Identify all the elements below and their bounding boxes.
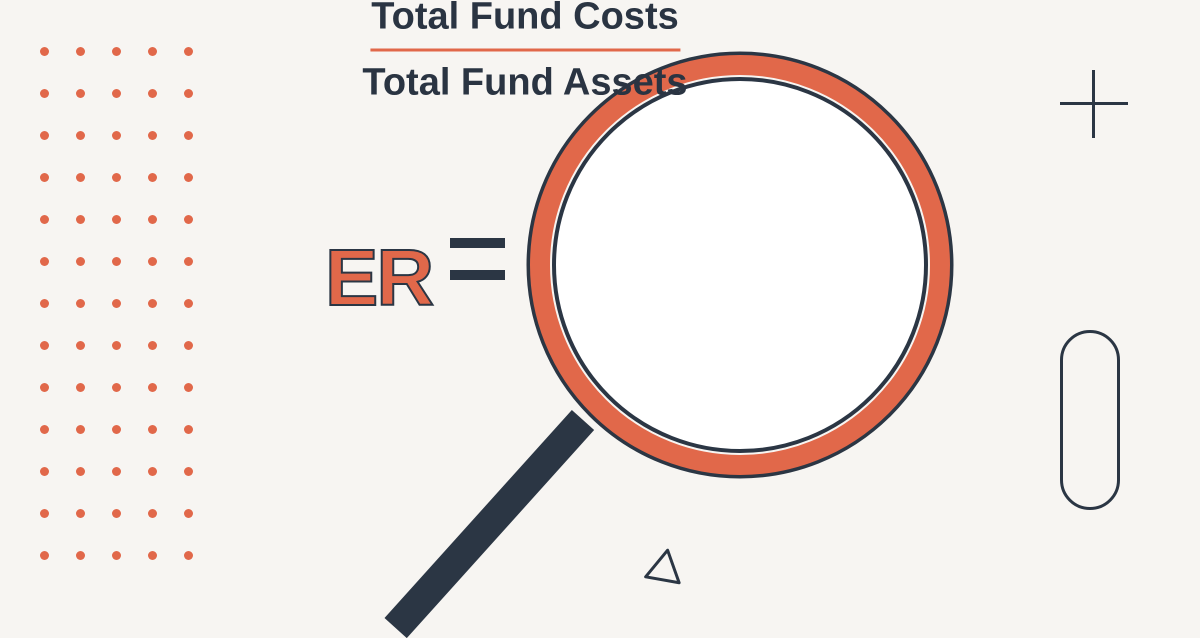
dot-grid [40,30,220,576]
dot [76,299,85,308]
dot [112,467,121,476]
dot [184,47,193,56]
dot [148,215,157,224]
dot [76,425,85,434]
dot [76,257,85,266]
dot [184,383,193,392]
dot [112,173,121,182]
dot [40,173,49,182]
dot [184,215,193,224]
dot [184,299,193,308]
dot [40,215,49,224]
fraction-line [370,49,680,52]
dot [184,467,193,476]
dot [76,467,85,476]
dot [40,467,49,476]
dot [112,551,121,560]
dot [184,341,193,350]
plus-icon [1060,70,1128,138]
dot [40,341,49,350]
formula-lhs: ER [325,232,432,324]
dot [112,425,121,434]
dot [40,509,49,518]
dot [148,299,157,308]
dot [184,551,193,560]
dot [148,89,157,98]
dot [112,257,121,266]
dot [148,551,157,560]
dot [112,383,121,392]
dot [76,173,85,182]
dot [76,47,85,56]
dot [76,509,85,518]
dot [40,425,49,434]
dot [148,425,157,434]
dot [148,173,157,182]
dot [112,89,121,98]
dot [184,509,193,518]
triangle-icon [636,536,694,594]
dot [112,47,121,56]
dot [76,89,85,98]
dot [40,131,49,140]
dot [112,299,121,308]
magnifier-handle [384,410,594,638]
dot [76,215,85,224]
dot [112,215,121,224]
dot [40,383,49,392]
dot [40,89,49,98]
dot [76,383,85,392]
dot [148,467,157,476]
dot [40,47,49,56]
dot [148,509,157,518]
dot [184,131,193,140]
dot [184,425,193,434]
denominator: Total Fund Assets [362,62,687,105]
pill-shape [1060,330,1120,510]
dot [184,257,193,266]
dot [112,341,121,350]
dot [148,341,157,350]
dot [148,47,157,56]
dot [112,131,121,140]
dot [148,131,157,140]
dot [40,257,49,266]
numerator: Total Fund Costs [362,0,687,39]
dot [76,551,85,560]
dot [184,89,193,98]
dot [40,551,49,560]
equals-sign [450,238,505,302]
dot [76,131,85,140]
dot [184,173,193,182]
dot [112,509,121,518]
dot [148,257,157,266]
dot [40,299,49,308]
fraction: Total Fund Costs Total Fund Assets [362,0,687,105]
dot [76,341,85,350]
dot [148,383,157,392]
